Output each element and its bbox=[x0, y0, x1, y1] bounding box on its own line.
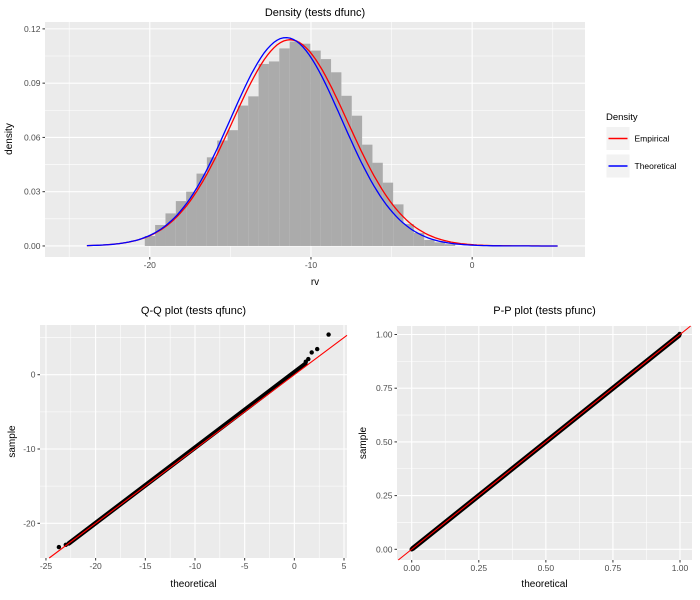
histogram-bar bbox=[289, 41, 301, 246]
y-tick-label: 0.00 bbox=[376, 544, 393, 554]
histogram-bar bbox=[320, 59, 332, 246]
data-point bbox=[315, 346, 320, 352]
histogram-bar bbox=[227, 130, 238, 246]
chart-title: P-P plot (tests pfunc) bbox=[493, 305, 596, 317]
histogram-bar bbox=[258, 63, 269, 246]
legend-label: Empirical bbox=[635, 134, 670, 144]
density-chart: -20 -10 0 0.00 0.03 0.06 0.09 0.12 Density (test… bbox=[4, 7, 585, 288]
histogram-bar bbox=[268, 61, 280, 246]
x-tick-label: 0.00 bbox=[403, 563, 420, 573]
x-tick-label: 0.75 bbox=[605, 563, 622, 573]
y-tick-label: 0.09 bbox=[24, 78, 41, 88]
histogram-bar bbox=[434, 242, 445, 246]
y-tick-label: 0.12 bbox=[24, 24, 41, 34]
data-point bbox=[326, 332, 331, 337]
y-tick-label: 0.00 bbox=[24, 241, 41, 251]
histogram-bar bbox=[217, 140, 228, 246]
y-tick-label: -10 bbox=[23, 444, 36, 454]
histogram-bar bbox=[165, 213, 176, 246]
histogram-bar bbox=[393, 204, 404, 246]
x-tick-label: -20 bbox=[89, 561, 102, 571]
y-tick-label: 0.25 bbox=[376, 491, 393, 501]
histogram-bar bbox=[341, 95, 352, 246]
y-tick-label: 0.75 bbox=[376, 383, 393, 393]
data-point bbox=[306, 356, 311, 362]
x-tick-label: 0 bbox=[292, 561, 297, 571]
reference-line bbox=[397, 325, 691, 561]
theoretical-density-curve bbox=[86, 36, 558, 247]
pp-plot-chart: 0.00 0.25 0.50 0.75 1.00 0.00 0.25 0.50 0.75 1.00… bbox=[358, 305, 692, 590]
x-tick-label: 1.00 bbox=[672, 563, 689, 573]
histogram-bar bbox=[144, 236, 156, 246]
histogram-bar bbox=[237, 105, 249, 246]
data-point bbox=[56, 544, 62, 550]
y-tick-label: 1.00 bbox=[376, 330, 393, 340]
histogram-bar bbox=[248, 96, 259, 246]
chart-title: Density (tests dfunc) bbox=[265, 7, 365, 19]
histogram-bar bbox=[413, 232, 425, 246]
x-tick-label: -25 bbox=[40, 561, 53, 571]
y-tick-label: 0 bbox=[31, 370, 36, 380]
x-tick-label: -20 bbox=[144, 260, 157, 270]
histogram-bar bbox=[155, 224, 166, 246]
histogram-bar bbox=[403, 224, 414, 246]
x-tick-label: 0.25 bbox=[471, 563, 488, 573]
data-point bbox=[309, 350, 314, 355]
histogram-bar bbox=[362, 144, 373, 246]
x-axis-title: theoretical bbox=[170, 579, 216, 590]
histogram-bar bbox=[186, 191, 197, 246]
histogram-bar bbox=[196, 173, 207, 246]
x-axis-title: theoretical bbox=[521, 579, 567, 590]
histogram-bar bbox=[206, 157, 218, 246]
histogram-bar bbox=[424, 239, 435, 246]
x-tick-label: -5 bbox=[241, 561, 249, 571]
histogram-bar bbox=[300, 43, 311, 246]
y-tick-label: 0.50 bbox=[376, 437, 393, 447]
x-tick-label: -15 bbox=[139, 561, 152, 571]
histogram-bar bbox=[372, 162, 383, 246]
reference-line bbox=[48, 334, 348, 559]
chart-title: Q-Q plot (tests qfunc) bbox=[141, 305, 246, 317]
x-axis-title: rv bbox=[311, 277, 319, 288]
qq-plot-chart: -25 -20 -15 -10 -5 0 5 0 -10 -20 Q-Q plot (tests q… bbox=[7, 305, 348, 590]
y-tick-label: -20 bbox=[23, 518, 36, 528]
x-tick-label: -10 bbox=[305, 260, 318, 270]
x-tick-label: 0 bbox=[470, 260, 475, 270]
x-tick-label: -10 bbox=[189, 561, 202, 571]
histogram-bar bbox=[175, 201, 187, 246]
histogram-bar bbox=[331, 72, 342, 246]
y-axis-title: density bbox=[4, 123, 15, 155]
legend-label: Theoretical bbox=[635, 161, 677, 171]
y-axis-title: sample bbox=[358, 426, 369, 459]
y-axis-title: sample bbox=[7, 425, 18, 458]
histogram-bar bbox=[382, 182, 394, 246]
histogram-bar bbox=[279, 48, 290, 246]
histogram-bar bbox=[351, 115, 363, 246]
histogram-bar bbox=[310, 50, 321, 246]
x-tick-label: 0.50 bbox=[538, 563, 555, 573]
histogram-bar bbox=[444, 244, 456, 246]
y-tick-label: 0.03 bbox=[24, 187, 41, 197]
legend-title: Density bbox=[606, 112, 638, 123]
x-tick-label: 5 bbox=[342, 561, 347, 571]
legend: Density Empirical Theoretical bbox=[606, 112, 677, 178]
y-tick-label: 0.06 bbox=[24, 132, 41, 142]
panel-background bbox=[40, 325, 347, 558]
